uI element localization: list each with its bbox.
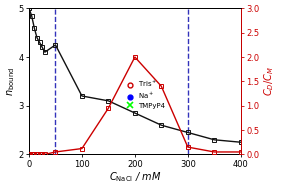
Legend: Tris$^+$, Na$^+$, TMPyP4: Tris$^+$, Na$^+$, TMPyP4: [126, 78, 167, 110]
X-axis label: $C_\mathrm{NaCl}$ / mM: $C_\mathrm{NaCl}$ / mM: [109, 170, 161, 184]
Y-axis label: $C_D/C_M$: $C_D/C_M$: [262, 66, 276, 96]
Y-axis label: $n_\mathrm{bound}$: $n_\mathrm{bound}$: [5, 67, 17, 96]
